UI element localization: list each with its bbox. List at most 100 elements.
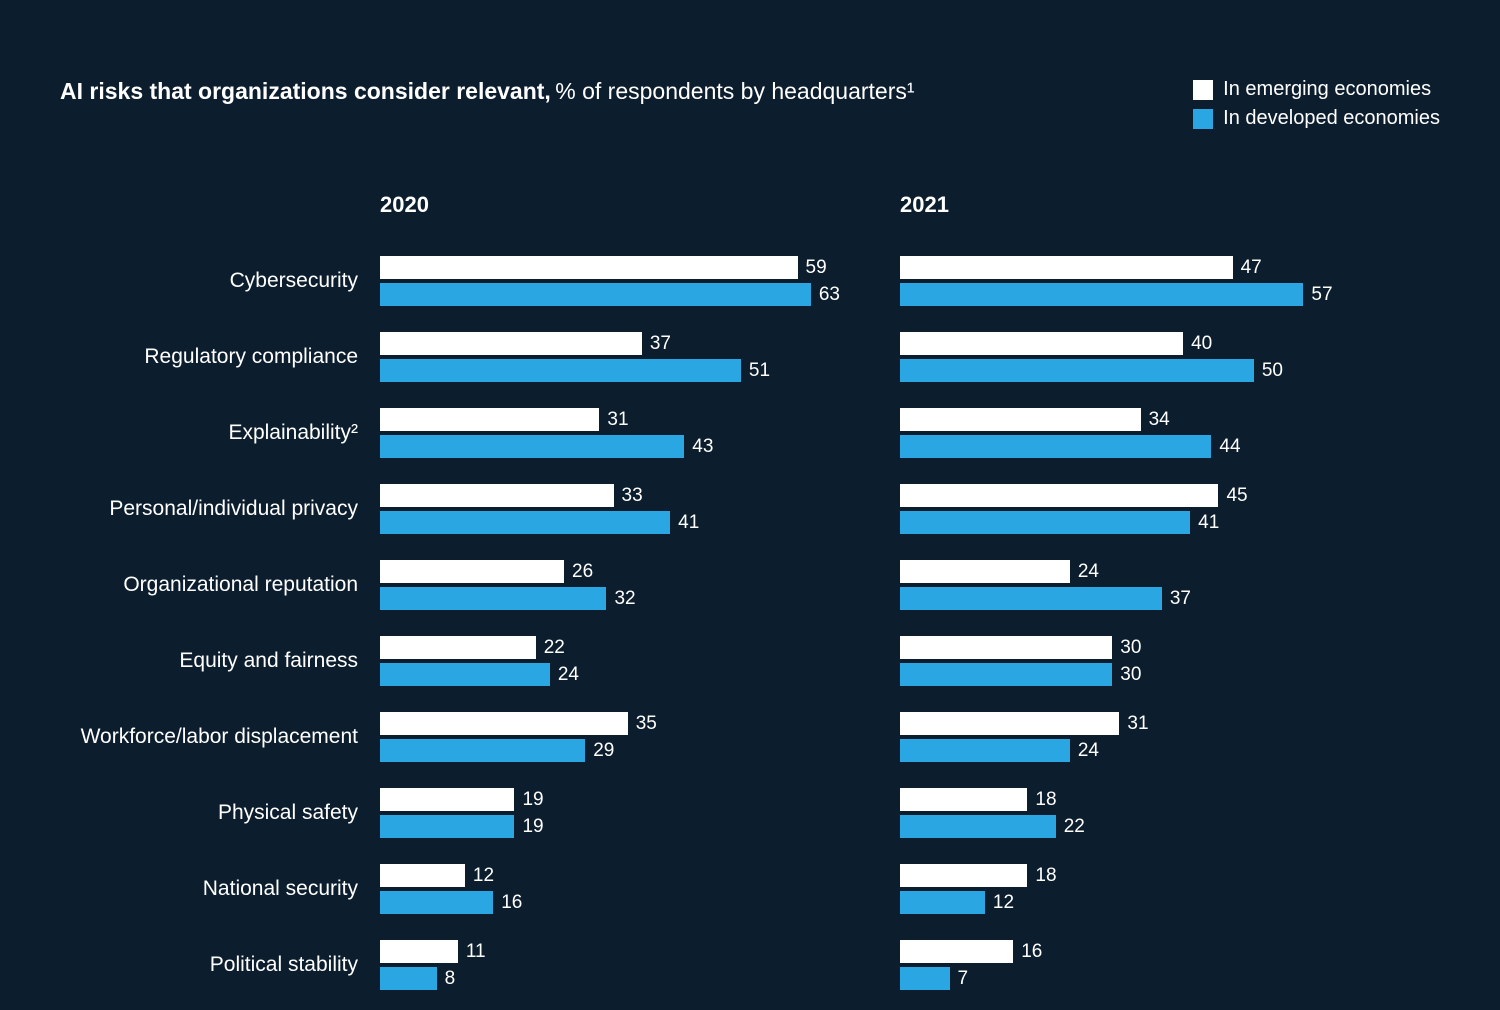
bar-value-emerging: 31 xyxy=(607,409,628,431)
bar-value-developed: 43 xyxy=(692,436,713,458)
bar-line-developed: 22 xyxy=(900,815,1360,838)
bar-line-developed: 41 xyxy=(900,511,1360,534)
bar-developed xyxy=(900,967,950,990)
bar-developed xyxy=(900,283,1303,306)
bar-emerging xyxy=(380,864,465,887)
bar-value-emerging: 19 xyxy=(522,789,543,811)
bar-developed xyxy=(900,587,1162,610)
bar-pair: 4050 xyxy=(900,326,1360,388)
bar-pair: 37 51 xyxy=(380,326,840,388)
bar-emerging xyxy=(900,484,1218,507)
bar-line-emerging: 22 xyxy=(380,636,840,659)
bar-line-emerging: 31 xyxy=(900,712,1360,735)
bar-line-developed: 43 xyxy=(380,435,840,458)
bar-developed xyxy=(900,511,1190,534)
bar-pair: 33 41 xyxy=(380,478,840,540)
bar-value-developed: 12 xyxy=(993,892,1014,914)
bar-pair: 1216 xyxy=(380,858,840,920)
bar-emerging xyxy=(900,256,1233,279)
bar-line-emerging: 26 xyxy=(380,560,840,583)
bar-value-developed: 29 xyxy=(593,740,614,762)
legend-swatch-developed xyxy=(1193,109,1213,129)
chart-header: AI risks that organizations consider rel… xyxy=(60,78,1440,136)
bar-developed xyxy=(380,359,741,382)
bar-line-emerging: 45 xyxy=(900,484,1360,507)
category-label: Explainability² xyxy=(60,402,380,464)
bar-value-developed: 51 xyxy=(749,360,770,382)
bar-developed xyxy=(900,815,1056,838)
chart-body: . Cybersecurity Regulatory compliance Expl… xyxy=(60,192,1440,1010)
bar-emerging xyxy=(380,712,628,735)
bar-line-developed: 12 xyxy=(900,891,1360,914)
bar-pair: 5963 xyxy=(380,250,840,312)
bar-pair: 4541 xyxy=(900,478,1360,540)
legend-label-developed: In developed economies xyxy=(1223,107,1440,130)
bar-pair: 4757 xyxy=(900,250,1360,312)
year-header-2021: 2021 xyxy=(900,192,1360,220)
bar-emerging xyxy=(380,484,614,507)
column-gap: . xyxy=(840,192,900,1010)
category-label: Political stability xyxy=(60,934,380,996)
bar-pair: 3124 xyxy=(900,706,1360,768)
bar-pair: 1822 xyxy=(900,782,1360,844)
bar-line-emerging: 12 xyxy=(380,864,840,887)
bar-emerging xyxy=(380,332,642,355)
bar-pair: 3444 xyxy=(900,402,1360,464)
bar-developed xyxy=(900,891,985,914)
bar-emerging xyxy=(900,332,1183,355)
bar-line-emerging: 37 xyxy=(380,332,840,355)
bar-emerging xyxy=(380,788,514,811)
bar-value-emerging: 35 xyxy=(636,713,657,735)
bar-value-emerging: 33 xyxy=(622,485,643,507)
bar-value-developed: 24 xyxy=(558,664,579,686)
bar-emerging xyxy=(900,560,1070,583)
bar-value-developed: 41 xyxy=(1198,512,1219,534)
bar-line-developed: 7 xyxy=(900,967,1360,990)
category-label: Organizational reputation xyxy=(60,554,380,616)
bar-line-emerging: 59 xyxy=(380,256,840,279)
category-label: Workforce/labor displacement xyxy=(60,706,380,768)
bar-emerging xyxy=(900,940,1013,963)
bar-line-developed: 24 xyxy=(380,663,840,686)
bar-value-emerging: 26 xyxy=(572,561,593,583)
bar-pair: 2632 xyxy=(380,554,840,616)
bar-line-emerging: 16 xyxy=(900,940,1360,963)
column-2021: 2021 47574050344445412437303031241822181… xyxy=(900,192,1360,1010)
bar-value-developed: 7 xyxy=(958,968,969,990)
bar-developed xyxy=(380,435,684,458)
bar-developed xyxy=(380,815,514,838)
bar-line-emerging: 33 xyxy=(380,484,840,507)
bar-developed xyxy=(900,359,1254,382)
category-label: National security xyxy=(60,858,380,920)
bar-developed xyxy=(380,739,585,762)
bar-line-emerging: 18 xyxy=(900,788,1360,811)
bar-pair: 1812 xyxy=(900,858,1360,920)
bar-value-developed: 41 xyxy=(678,512,699,534)
category-label: Regulatory compliance xyxy=(60,326,380,388)
bar-line-developed: 37 xyxy=(900,587,1360,610)
bar-value-developed: 37 xyxy=(1170,588,1191,610)
bar-line-emerging: 31 xyxy=(380,408,840,431)
bar-value-emerging: 22 xyxy=(544,637,565,659)
category-label: Cybersecurity xyxy=(60,250,380,312)
year-header-2020: 2020 xyxy=(380,192,840,220)
bar-line-emerging: 30 xyxy=(900,636,1360,659)
bar-value-emerging: 12 xyxy=(473,865,494,887)
bar-line-emerging: 34 xyxy=(900,408,1360,431)
bar-developed xyxy=(380,587,606,610)
legend-label-emerging: In emerging economies xyxy=(1223,78,1431,101)
bar-value-emerging: 37 xyxy=(650,333,671,355)
bar-value-emerging: 16 xyxy=(1021,941,1042,963)
chart-title: AI risks that organizations consider rel… xyxy=(60,78,915,105)
bar-pair: 118 xyxy=(380,934,840,996)
bar-value-emerging: 31 xyxy=(1127,713,1148,735)
legend-swatch-emerging xyxy=(1193,80,1213,100)
legend: In emerging economies In developed econo… xyxy=(1193,78,1440,136)
bar-line-developed: 41 xyxy=(380,511,840,534)
bar-developed xyxy=(900,435,1211,458)
bar-pair: 3030 xyxy=(900,630,1360,692)
bar-value-developed: 57 xyxy=(1311,284,1332,306)
bar-line-emerging: 24 xyxy=(900,560,1360,583)
bar-developed xyxy=(380,511,670,534)
chart-title-bold: AI risks that organizations consider rel… xyxy=(60,78,551,104)
